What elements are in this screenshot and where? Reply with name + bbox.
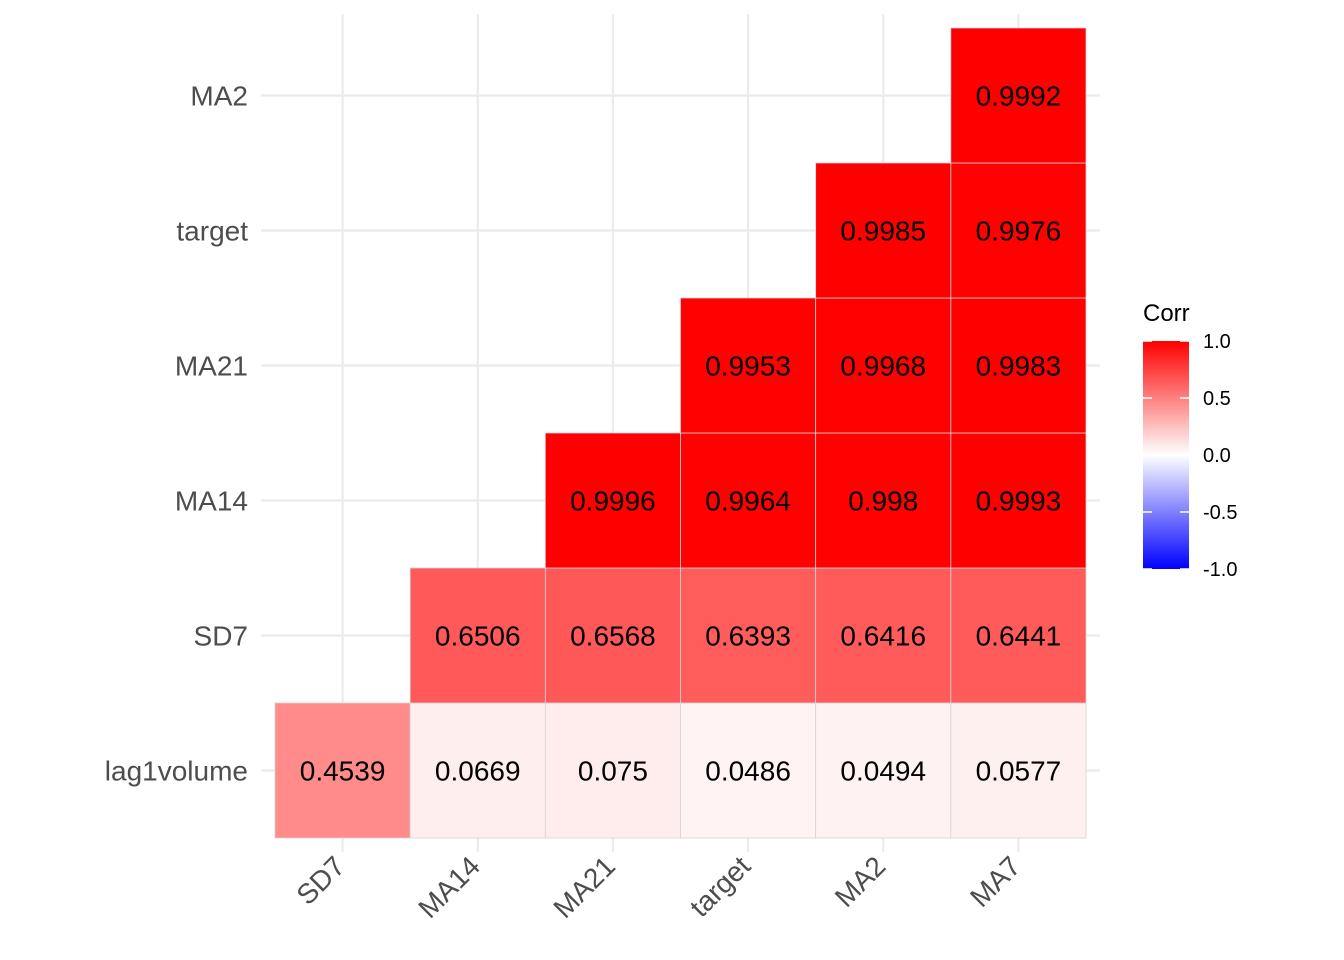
heatmap-cell bbox=[815, 432, 952, 569]
x-tick-label: target bbox=[684, 850, 757, 923]
legend-ticks: 1.0 0.5 0.0 -0.5 -1.0 bbox=[1143, 331, 1237, 581]
x-tick-label: SD7 bbox=[290, 850, 350, 910]
cell-value-label: 0.0486 bbox=[705, 756, 791, 787]
y-tick-label: lag1volume bbox=[105, 756, 248, 787]
cell-value-label: 0.9985 bbox=[840, 216, 926, 247]
y-tick-label: MA14 bbox=[175, 486, 248, 517]
cell-value-label: 0.9992 bbox=[976, 81, 1062, 112]
legend-title: Corr bbox=[1143, 300, 1190, 327]
x-tick-label: MA14 bbox=[412, 850, 486, 924]
cell-value-label: 0.9996 bbox=[570, 486, 656, 517]
x-tick-label: MA2 bbox=[829, 850, 892, 913]
y-tick-label: target bbox=[176, 216, 248, 247]
cell-value-label: 0.6393 bbox=[705, 621, 791, 652]
cell-value-label: 0.998 bbox=[848, 486, 918, 517]
heatmap-cell bbox=[680, 432, 817, 569]
heatmap-cell bbox=[274, 702, 411, 839]
legend-tick-label: -1.0 bbox=[1203, 559, 1237, 581]
cell-labels: 0.4539 0.0669 0.075 0.0486 0.0494 0.0577 0.650… bbox=[300, 81, 1061, 787]
cell-value-label: 0.9983 bbox=[976, 351, 1062, 382]
x-tick-label: MA21 bbox=[548, 850, 622, 924]
heatmap-cell bbox=[680, 297, 817, 434]
cell-value-label: 0.0669 bbox=[435, 756, 521, 787]
heatmap-cell bbox=[950, 567, 1087, 704]
heatmap-cell bbox=[950, 432, 1087, 569]
heatmap-cell bbox=[950, 27, 1087, 164]
cell-value-label: 0.9976 bbox=[976, 216, 1062, 247]
heatmap-cell bbox=[950, 162, 1087, 299]
x-tick-label: MA7 bbox=[964, 850, 1027, 913]
y-axis-ticks: lag1volume SD7 MA14 MA21 target MA2 bbox=[105, 81, 248, 787]
heatmap-cell bbox=[409, 702, 546, 839]
legend-tick-label: 0.0 bbox=[1203, 445, 1231, 467]
heatmap-cell bbox=[815, 567, 952, 704]
legend-tick-label: 0.5 bbox=[1203, 388, 1231, 410]
legend: Corr 1.0 0.5 0.0 -0.5 -1.0 bbox=[1143, 300, 1237, 581]
x-axis-ticks: SD7 MA14 MA21 target MA2 MA7 bbox=[290, 850, 1026, 924]
heatmap-cell bbox=[815, 702, 952, 839]
y-tick-label: MA21 bbox=[175, 351, 248, 382]
heatmap-cells bbox=[274, 27, 1087, 839]
cell-value-label: 0.6506 bbox=[435, 621, 521, 652]
cell-value-label: 0.9968 bbox=[840, 351, 926, 382]
heatmap-cell bbox=[950, 297, 1087, 434]
cell-value-label: 0.6568 bbox=[570, 621, 656, 652]
heatmap-cell bbox=[544, 432, 681, 569]
cell-value-label: 0.9993 bbox=[976, 486, 1062, 517]
cell-value-label: 0.6441 bbox=[976, 621, 1062, 652]
heatmap-cell bbox=[409, 567, 546, 704]
heatmap-cell bbox=[815, 162, 952, 299]
heatmap-cell bbox=[815, 297, 952, 434]
cell-value-label: 0.9953 bbox=[705, 351, 791, 382]
cell-value-label: 0.075 bbox=[578, 756, 648, 787]
legend-tick-label: -0.5 bbox=[1203, 502, 1237, 524]
cell-value-label: 0.4539 bbox=[300, 756, 386, 787]
heatmap-cell bbox=[950, 702, 1087, 839]
cell-value-label: 0.6416 bbox=[840, 621, 926, 652]
cell-value-label: 0.9964 bbox=[705, 486, 791, 517]
cell-value-label: 0.0577 bbox=[976, 756, 1062, 787]
cell-value-label: 0.0494 bbox=[840, 756, 926, 787]
legend-tick-label: 1.0 bbox=[1203, 331, 1231, 353]
heatmap-cell bbox=[544, 567, 681, 704]
y-tick-label: SD7 bbox=[194, 621, 248, 652]
y-tick-label: MA2 bbox=[190, 81, 248, 112]
